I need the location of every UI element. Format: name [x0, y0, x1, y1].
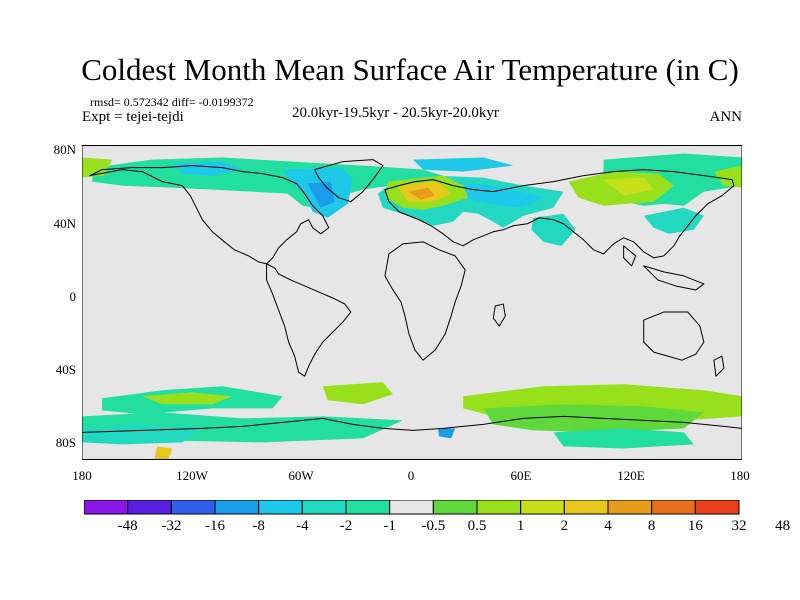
lat-label-eq: 0 [69, 289, 77, 304]
colorbar-label: -1 [383, 518, 396, 534]
colorbar-swatch [694, 500, 740, 515]
colorbar-swatch [476, 500, 522, 515]
colorbar-label: -48 [117, 518, 138, 534]
colorbar-swatch [214, 500, 260, 515]
colorbar-label: -0.5 [421, 518, 446, 534]
map-title: Coldest Month Mean Surface Air Temperatu… [81, 52, 739, 87]
lon-label-180w: 180 [72, 468, 92, 483]
lat-label-40s: 40S [55, 362, 76, 377]
colorbar-label: 0.5 [467, 518, 487, 534]
colorbar-swatch [432, 500, 478, 515]
period-label: 20.0kyr-19.5kyr - 20.5kyr-20.0kyr [292, 105, 499, 121]
colorbar-label: -8 [252, 518, 265, 534]
map-frame [82, 145, 742, 460]
colorbar-swatch [607, 500, 653, 515]
lon-label-60e: 60E [510, 468, 532, 483]
lon-label-0: 0 [407, 468, 415, 483]
temperature-difference-map [82, 145, 742, 460]
colorbar-label: 48 [775, 518, 791, 534]
colorbar-swatch [520, 500, 565, 515]
lon-label-120e: 120E [617, 468, 645, 483]
lat-label-80n: 80N [53, 142, 76, 157]
colorbar-swatch [127, 500, 172, 515]
colorbar-label: 32 [731, 518, 747, 534]
colorbar-label: 2 [560, 518, 569, 534]
colorbar-swatch [389, 500, 434, 515]
colorbar-label: -2 [339, 518, 353, 534]
colorbar-label: -16 [205, 518, 225, 534]
colorbar [84, 500, 740, 515]
colorbar-label: 4 [604, 518, 612, 534]
colorbar-label: -32 [161, 518, 182, 534]
lat-label-80s: 80S [55, 435, 76, 450]
colorbar-label: -4 [296, 518, 309, 534]
experiment-label: Expt = tejei-tejdi [82, 109, 184, 125]
colorbar-swatch [563, 500, 609, 515]
colorbar-swatch [345, 500, 391, 515]
lon-label-180e: 180 [730, 468, 750, 483]
colorbar-swatch [651, 500, 696, 515]
lat-label-40n: 40N [53, 216, 76, 231]
lon-label-120w: 120W [176, 468, 208, 483]
season-label: ANN [709, 109, 743, 125]
colorbar-label: 16 [687, 518, 703, 534]
coastlines [82, 159, 742, 433]
colorbar-swatch [170, 500, 216, 515]
colorbar-swatch [84, 500, 129, 515]
colorbar-swatch [301, 500, 347, 515]
lon-label-60w: 60W [288, 468, 314, 483]
colorbar-label: 1 [516, 518, 525, 534]
colorbar-label: 8 [647, 518, 656, 534]
stats-line: rmsd= 0.572342 diff= -0.0199372 [90, 95, 254, 109]
colorbar-swatch [258, 500, 303, 515]
